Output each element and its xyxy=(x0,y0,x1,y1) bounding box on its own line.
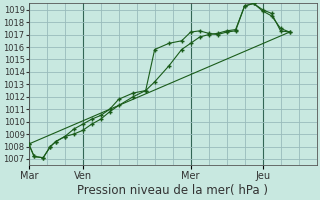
X-axis label: Pression niveau de la mer( hPa ): Pression niveau de la mer( hPa ) xyxy=(77,184,268,197)
